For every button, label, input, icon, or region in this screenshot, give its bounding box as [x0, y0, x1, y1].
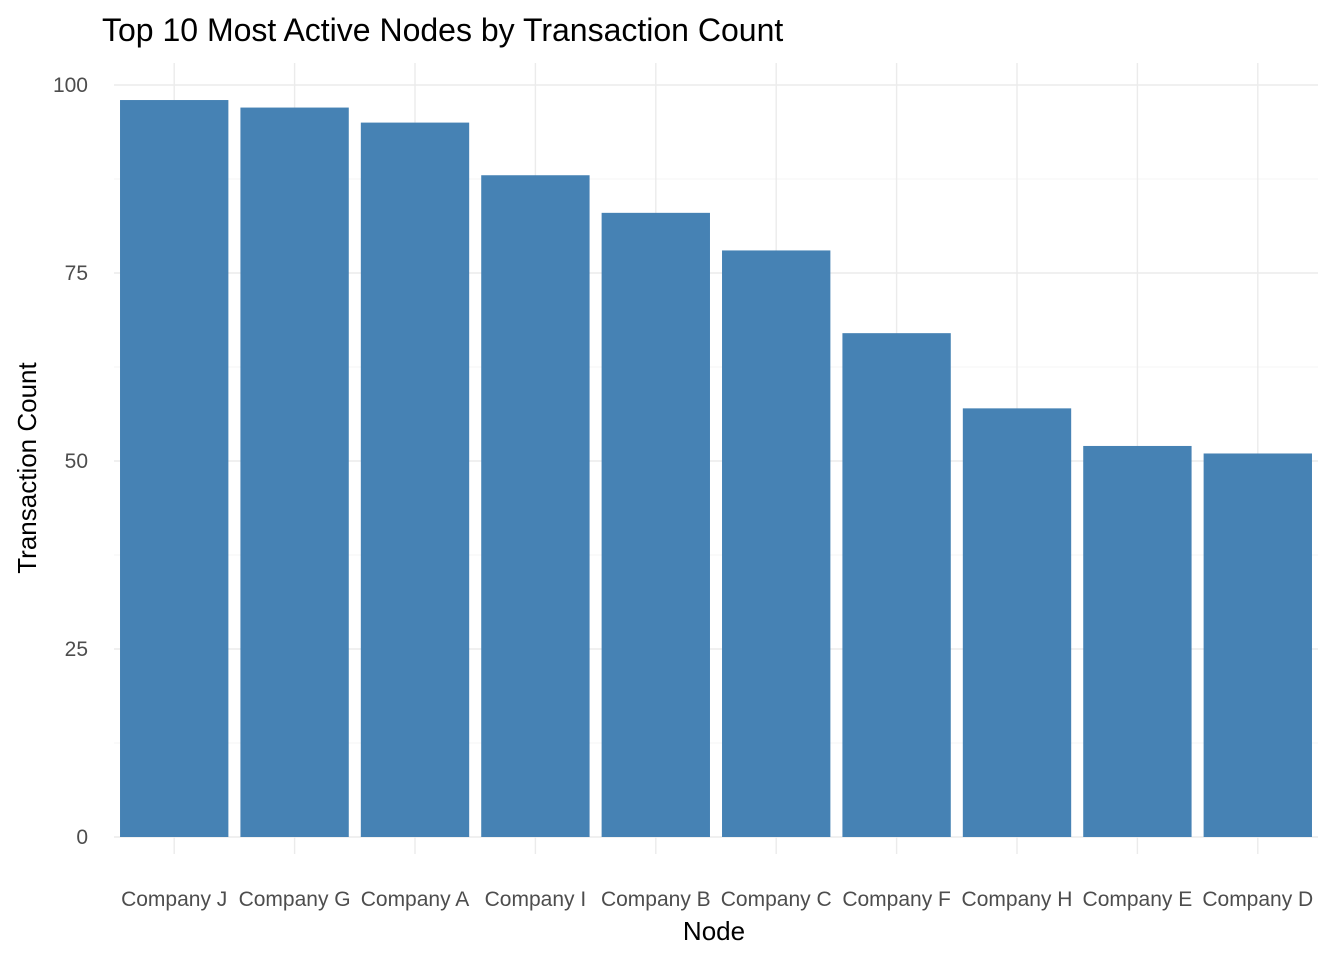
chart-title: Top 10 Most Active Nodes by Transaction …: [102, 12, 783, 48]
y-tick-label: 75: [65, 262, 88, 285]
bar: [962, 408, 1072, 837]
bar: [722, 250, 831, 837]
x-axis-ticks: Company J Company G Company A Company I Comp…: [121, 888, 1313, 911]
x-tick-label: Company B: [601, 888, 711, 911]
y-tick-label: 50: [65, 450, 88, 473]
bar: [360, 122, 470, 838]
x-tick-label: Company J: [121, 888, 227, 911]
y-tick-label: 25: [65, 638, 88, 661]
y-tick-label: 100: [53, 74, 88, 97]
bars: [120, 100, 1312, 838]
x-tick-label: Company D: [1202, 888, 1313, 911]
bar: [1083, 445, 1192, 837]
x-tick-label: Company G: [239, 888, 351, 911]
x-axis-title: Node: [683, 916, 745, 946]
y-axis-ticks: 0 25 50 75 100: [53, 74, 88, 849]
bar: [1203, 453, 1312, 837]
bar: [601, 212, 710, 838]
x-tick-label: Company F: [842, 888, 951, 911]
x-tick-label: Company C: [721, 888, 832, 911]
x-tick-label: Company H: [962, 888, 1073, 911]
bar: [842, 333, 951, 837]
bar: [120, 100, 229, 838]
bar: [240, 107, 349, 837]
x-tick-label: Company I: [485, 888, 587, 911]
x-tick-label: Company E: [1083, 888, 1193, 911]
y-tick-label: 0: [76, 826, 88, 849]
y-axis-title: Transaction Count: [12, 361, 42, 573]
x-tick-label: Company A: [361, 888, 470, 911]
bar: [481, 175, 590, 838]
